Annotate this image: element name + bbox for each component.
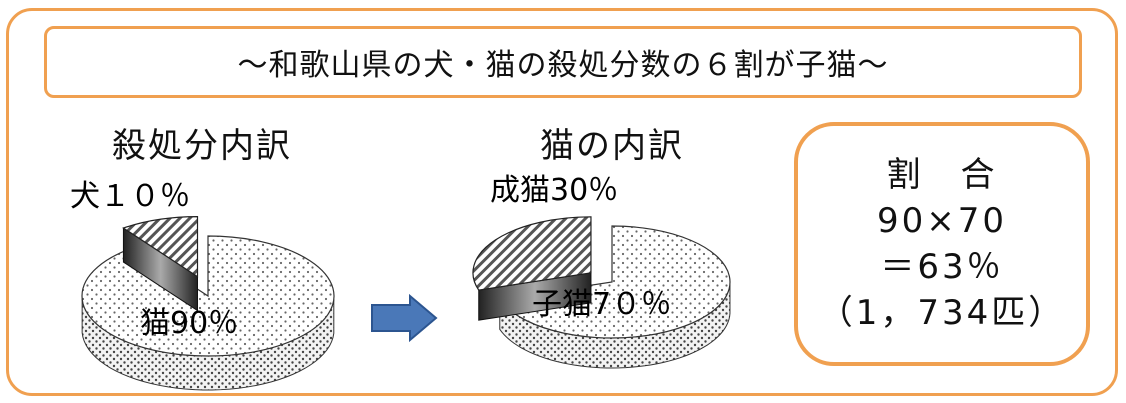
- outer-frame: [6, 8, 1118, 396]
- pie1-label-cat: 猫90％: [140, 306, 238, 341]
- arrow-right-icon: [371, 293, 438, 343]
- ratio-heading: 割 合: [886, 155, 998, 195]
- ratio-box: 割 合 90×70 ＝63％ （1，734匹）: [794, 122, 1090, 366]
- pie2-slice-kitten: [498, 225, 731, 339]
- headline-banner: ～和歌山県の犬・猫の殺処分数の６割が子猫～: [44, 26, 1082, 98]
- pie2-label-adult: 成猫30％: [490, 173, 618, 208]
- pie2-slice-adult: [472, 216, 592, 291]
- pie2-title: 猫の内訳: [540, 126, 684, 166]
- pie1-slice-dog: [122, 215, 199, 278]
- ratio-count: （1，734匹）: [818, 293, 1066, 333]
- pie1-label-dog: 犬１０％: [70, 179, 190, 214]
- headline-text: ～和歌山県の犬・猫の殺処分数の６割が子猫～: [237, 48, 889, 83]
- pie1-title: 殺処分内訳: [112, 126, 292, 166]
- ratio-result: ＝63％: [880, 247, 1004, 287]
- ratio-formula: 90×70: [876, 201, 1007, 241]
- pie2: 成猫30％ 子猫7０％: [472, 173, 731, 369]
- pie2-label-kitten: 子猫7０％: [532, 287, 671, 322]
- pie1: 犬１０％ 猫90％: [70, 179, 335, 391]
